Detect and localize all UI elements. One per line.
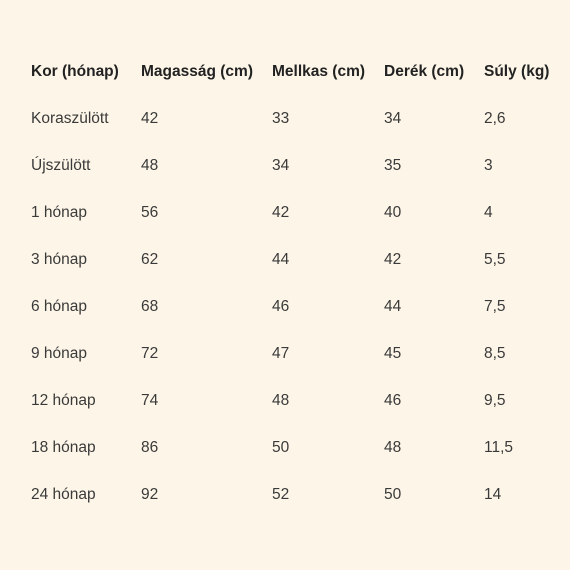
cell-waist: 40: [384, 204, 402, 221]
table-row: 18 hónap 86 50 48 11,5: [31, 435, 570, 461]
cell-height: 48: [141, 157, 159, 174]
cell-weight: 14: [484, 486, 502, 503]
cell-waist: 42: [384, 251, 402, 268]
cell-height: 62: [141, 251, 159, 268]
cell-height: 42: [141, 110, 159, 127]
cell-weight: 9,5: [484, 392, 506, 409]
table-row: 3 hónap 62 44 42 5,5: [31, 247, 570, 273]
table-row: Koraszülött 42 33 34 2,6: [31, 106, 570, 132]
cell-age: 12 hónap: [31, 392, 96, 409]
cell-height: 72: [141, 345, 159, 362]
cell-waist: 34: [384, 110, 402, 127]
cell-weight: 4: [484, 204, 493, 221]
cell-waist: 44: [384, 298, 402, 315]
cell-chest: 44: [272, 251, 290, 268]
cell-weight: 11,5: [484, 439, 514, 456]
cell-age: 1 hónap: [31, 204, 88, 221]
table-row: 6 hónap 68 46 44 7,5: [31, 294, 570, 320]
size-chart-table: Kor (hónap) Magasság (cm) Mellkas (cm) D…: [31, 58, 570, 528]
cell-chest: 42: [272, 204, 290, 221]
cell-waist: 46: [384, 392, 402, 409]
table-row: Újszülött 48 34 35 3: [31, 153, 570, 179]
cell-height: 74: [141, 392, 159, 409]
table-header-row: Kor (hónap) Magasság (cm) Mellkas (cm) D…: [31, 58, 570, 86]
table-row: 1 hónap 56 42 40 4: [31, 200, 570, 226]
cell-age: 24 hónap: [31, 486, 96, 503]
cell-waist: 35: [384, 157, 402, 174]
cell-age: 6 hónap: [31, 298, 88, 315]
cell-chest: 33: [272, 110, 290, 127]
cell-waist: 45: [384, 345, 402, 362]
table-row: 24 hónap 92 52 50 14: [31, 482, 570, 508]
cell-height: 68: [141, 298, 159, 315]
cell-age: 3 hónap: [31, 251, 88, 268]
cell-age: 18 hónap: [31, 439, 96, 456]
cell-weight: 2,6: [484, 110, 506, 127]
table-row: 12 hónap 74 48 46 9,5: [31, 388, 570, 414]
cell-waist: 50: [384, 486, 402, 503]
header-age: Kor (hónap): [31, 63, 119, 80]
cell-chest: 48: [272, 392, 290, 409]
cell-weight: 3: [484, 157, 493, 174]
cell-age: 9 hónap: [31, 345, 88, 362]
cell-waist: 48: [384, 439, 402, 456]
header-chest: Mellkas (cm): [272, 63, 366, 80]
header-height: Magasság (cm): [141, 63, 253, 80]
cell-weight: 7,5: [484, 298, 506, 315]
header-waist: Derék (cm): [384, 63, 465, 80]
cell-height: 56: [141, 204, 159, 221]
table-row: 9 hónap 72 47 45 8,5: [31, 341, 570, 367]
cell-weight: 5,5: [484, 251, 506, 268]
cell-chest: 47: [272, 345, 290, 362]
cell-chest: 50: [272, 439, 290, 456]
header-weight: Súly (kg): [484, 63, 550, 80]
cell-chest: 34: [272, 157, 290, 174]
cell-height: 92: [141, 486, 159, 503]
cell-age: Koraszülött: [31, 110, 109, 127]
cell-height: 86: [141, 439, 159, 456]
cell-chest: 52: [272, 486, 290, 503]
cell-chest: 46: [272, 298, 290, 315]
cell-weight: 8,5: [484, 345, 506, 362]
cell-age: Újszülött: [31, 157, 91, 174]
